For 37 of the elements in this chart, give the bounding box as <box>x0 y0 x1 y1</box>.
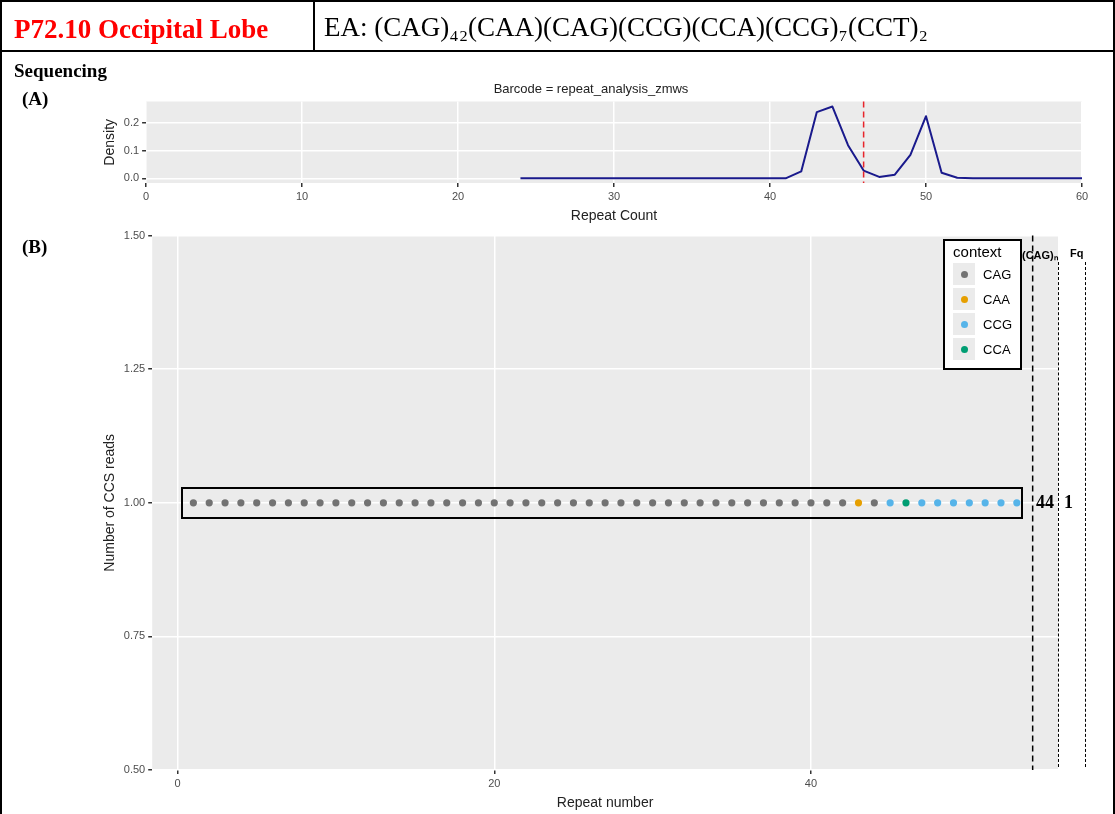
x-tick-label: 60 <box>1075 189 1089 202</box>
text: Sequencing <box>14 60 107 82</box>
x-tick-label: 20 <box>451 189 465 202</box>
annotation: 44 <box>1036 492 1054 513</box>
y-tick-label: 1.50 <box>123 228 146 241</box>
y-tick-label: 0.1 <box>123 143 140 156</box>
text: P72.10 Occipital Lobe <box>14 14 269 45</box>
y-tick-label: 1.25 <box>123 362 146 375</box>
text: (B) <box>22 236 48 258</box>
legend-label: CAG <box>983 266 1012 282</box>
annotation: (CAG)ₙ <box>1022 248 1058 262</box>
y-tick-label: 0.50 <box>123 763 146 776</box>
x-axis-title: Repeat Count <box>570 207 658 224</box>
y-tick-label: 0.2 <box>123 116 140 129</box>
x-tick-label: 50 <box>919 189 933 202</box>
legend-title: context <box>953 242 1003 260</box>
x-axis-title: Repeat number <box>556 794 654 811</box>
y-axis-title: Density <box>101 118 118 166</box>
x-tick-label: 20 <box>488 776 501 789</box>
x-tick-label: 0 <box>143 189 150 202</box>
text: (A) <box>22 88 49 110</box>
y-tick-label: 0.75 <box>123 629 146 642</box>
legend-label: CCA <box>983 341 1011 357</box>
text: Fq <box>1070 247 1084 259</box>
x-tick-label: 30 <box>607 189 621 202</box>
x-tick-label: 40 <box>804 776 818 789</box>
y-tick-label: 0.0 <box>123 171 140 184</box>
chart-title: Barcode = repeat_analysis_zmws <box>493 81 689 97</box>
y-axis-title: Number of CCS reads <box>101 433 118 572</box>
x-tick-label: 40 <box>763 189 777 202</box>
text: EA: (CAG)₄₂(CAA)(CAG)(CCG)(CCA)(CCG)₇(CCT)₂ <box>324 12 928 43</box>
x-tick-label: 0 <box>174 776 181 789</box>
x-tick-label: 10 <box>295 189 309 202</box>
y-tick-label: 1.00 <box>123 495 146 508</box>
legend-label: CAA <box>983 291 1010 307</box>
text: 1 <box>1064 492 1073 513</box>
legend-label: CCG <box>983 316 1012 332</box>
